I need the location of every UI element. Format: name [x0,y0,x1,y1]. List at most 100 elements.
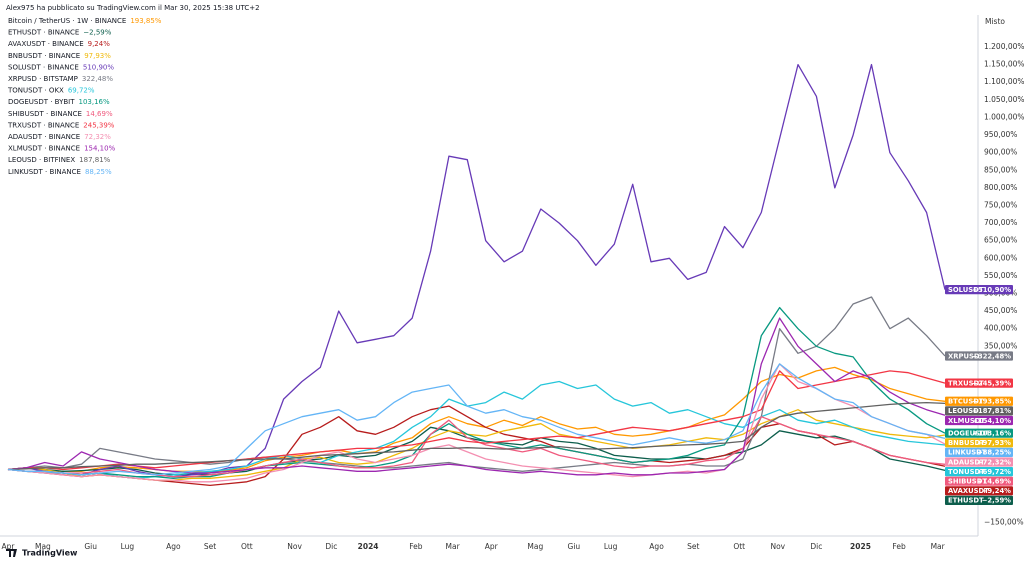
price-tag-value: +245,39% [972,379,1011,387]
price-tag [945,378,1013,388]
price-tag-symbol: TRXUSDT [948,379,984,387]
series-line [7,306,946,479]
x-tick-label: Nov [770,542,785,551]
series-line [7,296,946,472]
y-tick-label: 1.150,00% [984,60,1024,69]
price-tag-value: +154,10% [972,417,1011,425]
legend-name: DOGEUSDT · BYBIT [8,98,75,106]
x-tick-label: Giu [84,542,97,551]
x-tick-label: 2024 [358,542,379,551]
x-tick-label: Apr [2,542,16,551]
y-tick-label: 600,00% [984,253,1017,262]
price-tag-value: +103,16% [972,429,1011,437]
legend-name: LINKUSDT · BINANCE [8,168,81,176]
price-tag [945,396,1013,406]
legend-name: LEOUSD · BITFINEX [8,156,75,164]
price-tag [945,466,1013,477]
x-tick-label: Ott [733,542,745,551]
price-tag-symbol: SOLUSDT [948,286,984,294]
price-tag-symbol: XRPUSD [948,352,980,360]
x-tick-label: Lug [604,542,618,551]
price-tag-value: −2,59% [982,497,1011,505]
legend-value: 88,25% [85,168,112,176]
price-tag [945,486,1013,496]
legend-name: Bitcoin / TetherUS · 1W · BINANCE [8,17,126,25]
y-tick-label: 350,00% [984,341,1017,350]
x-tick-label: Ott [241,542,253,551]
price-tag-value: +510,90% [972,286,1011,294]
x-tick-label: Set [204,542,216,551]
y-tick-label: 400,00% [984,324,1017,333]
price-tag-symbol: XLMUSDT [948,417,985,425]
series-line [7,363,946,483]
legend-value: 154,10% [84,145,115,153]
legend-name: SOLUSDT · BINANCE [8,63,79,71]
x-tick-label: Mar [931,542,946,551]
legend-name: BNBUSDT · BINANCE [8,52,80,60]
y-tick-label: 650,00% [984,236,1017,245]
series-line [7,416,946,478]
x-tick-label: Feb [892,542,906,551]
brand: TradingView [22,549,78,558]
y-tick-label: 800,00% [984,183,1017,192]
price-tag [945,406,1013,416]
price-tag-symbol: ETHUSDT [948,497,984,505]
y-tick-label: 1.200,00% [984,42,1024,51]
legend-name: TONUSDT · OKX [7,87,64,95]
x-tick-label: Ago [166,542,181,551]
legend-value: 187,81% [79,156,110,164]
x-tick-label: Apr [485,542,499,551]
legend-value: 9,24% [88,40,111,48]
y-tick-label: 450,00% [984,306,1017,315]
x-tick-label: Mag [527,542,543,551]
legend-value: 322,48% [82,75,113,83]
price-tag-value: +193,85% [972,398,1011,406]
price-tag-symbol: LEOUSD [948,407,979,415]
x-tick-label: Mag [35,542,51,551]
price-tag-value: +69,72% [977,468,1011,476]
price-tag-value: +322,48% [972,352,1011,360]
y-tick-label: 1.050,00% [984,95,1024,104]
price-tag-symbol: DOGEUSDT [948,429,991,437]
y-tick-label: 1.100,00% [984,77,1024,86]
x-tick-label: 2025 [850,542,871,551]
price-tag-value: +187,81% [972,407,1011,415]
brand-logo [6,549,17,557]
x-tick-label: Feb [409,542,423,551]
price-tag-symbol: TONUSDT [948,468,985,476]
price-tag-symbol: SHIBUSDT [948,477,987,485]
price-tag-symbol: BNBUSDT [948,439,985,447]
price-tag [945,285,1013,295]
price-tag [945,351,1013,361]
legend-name: XLMUSDT · BINANCE [8,145,80,153]
price-tag [945,457,1013,467]
legend-value: 510,90% [83,63,114,71]
price-tag-value: +88,25% [977,449,1011,457]
legend-name: AVAXUSDT · BINANCE [8,40,84,48]
y-tick-label: 1.000,00% [984,112,1024,121]
x-tick-label: Lug [121,542,135,551]
y-tick-label: 700,00% [984,218,1017,227]
lines [7,63,946,487]
price-tag-symbol: LINKUSDT [948,449,987,457]
x-tick-label: Giu [568,542,581,551]
x-tick-label: Ago [649,542,664,551]
price-tag [945,447,1013,457]
x-tick-label: Nov [287,542,302,551]
legend-value: 245,39% [83,121,114,129]
legend-value: 97,93% [84,52,111,60]
legend-value: 103,16% [79,98,110,106]
series-line [7,401,946,471]
legend-value: 193,85% [130,17,161,25]
legend-value: 14,69% [86,110,113,118]
x-tick-label: Dic [325,542,337,551]
price-tag-value: +97,93% [977,439,1011,447]
price-tag-symbol: ADAUSDT [948,458,985,466]
price-tag [945,476,1013,486]
legend: Bitcoin / TetherUS · 1W · BINANCE 193,85%… [7,17,162,176]
y-tick-label: 950,00% [984,130,1017,139]
price-tag-value: +72,32% [977,458,1011,466]
price-tag [945,428,1013,438]
legend-value: −2,59% [83,29,111,37]
legend-name: SHIBUSDT · BINANCE [8,110,82,118]
